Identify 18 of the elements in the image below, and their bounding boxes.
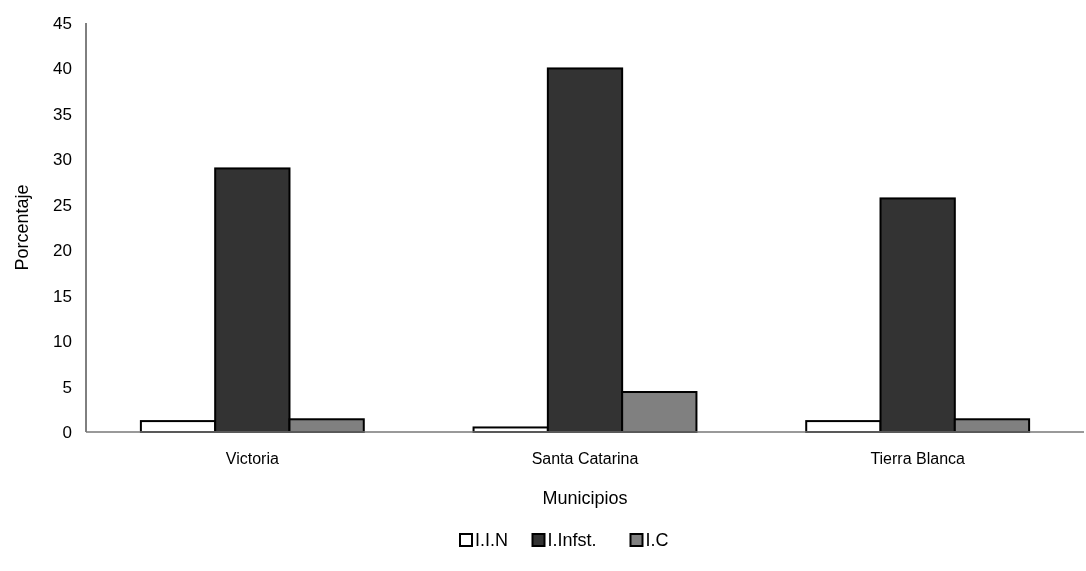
x-tick-label: Santa Catarina <box>531 450 639 467</box>
y-tick-label: 25 <box>53 195 72 215</box>
x-tick-label: Victoria <box>225 450 279 467</box>
x-axis-title: Municipios <box>542 488 628 508</box>
y-tick-label: 15 <box>53 286 72 306</box>
y-tick-label: 45 <box>53 13 72 33</box>
y-tick-label: 35 <box>53 104 72 124</box>
legend-label: I.I.N <box>475 530 509 550</box>
x-tick-label: Tierra Blanca <box>870 450 966 467</box>
y-tick-label: 20 <box>53 241 72 261</box>
y-tick-label: 30 <box>53 150 72 170</box>
y-tick-label: 10 <box>53 332 72 352</box>
y-tick-label: 5 <box>62 377 72 397</box>
legend-label: I.Infst. <box>547 530 597 550</box>
legend-label: I.C <box>645 530 669 550</box>
y-tick-label: 0 <box>62 422 72 442</box>
y-axis-title: Porcentaje <box>12 184 32 271</box>
y-tick-label: 40 <box>53 59 72 79</box>
